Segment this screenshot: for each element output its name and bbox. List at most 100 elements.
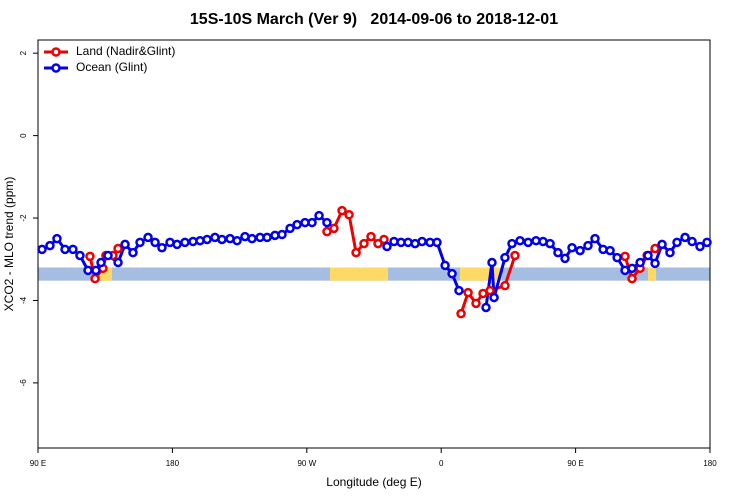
data-point	[643, 250, 653, 261]
x-tick-label: 90 E	[30, 459, 46, 468]
data-point	[150, 237, 160, 248]
x-tick-label: 180	[703, 459, 717, 468]
data-point	[481, 302, 491, 313]
data-point	[277, 229, 287, 240]
data-point	[322, 226, 332, 237]
data-point	[695, 241, 705, 252]
y-tick-label: -2	[19, 214, 28, 222]
legend-marker	[51, 47, 61, 57]
data-point	[575, 245, 585, 256]
data-point	[620, 251, 630, 262]
y-axis-label: XCO2 - MLO trend (ppm)	[2, 177, 16, 312]
data-point	[650, 243, 660, 254]
data-point	[590, 233, 600, 244]
data-point	[217, 234, 227, 245]
x-tick-label: 0	[439, 459, 444, 468]
data-point	[560, 253, 570, 264]
data-point	[627, 273, 637, 284]
data-point	[232, 235, 242, 246]
data-point	[417, 236, 427, 247]
data-point	[432, 237, 442, 248]
data-point	[322, 217, 332, 228]
data-point	[500, 280, 510, 291]
y-tick-label: -4	[19, 296, 28, 304]
data-point	[471, 298, 481, 309]
data-point	[344, 209, 354, 220]
data-point	[382, 241, 392, 252]
chart-title: 15S-10S March (Ver 9) 2014-09-06 to 2018…	[190, 11, 558, 28]
data-point	[463, 287, 473, 298]
data-point	[454, 285, 464, 296]
x-tick-label: 180	[166, 459, 180, 468]
data-point	[612, 252, 622, 263]
y-tick-label: 2	[19, 50, 28, 55]
data-point	[672, 237, 682, 248]
data-point	[83, 265, 93, 276]
data-point	[553, 247, 563, 258]
data-point	[285, 223, 295, 234]
data-point	[172, 239, 182, 250]
data-point	[247, 233, 257, 244]
legend-label: Land (Nadir&Glint)	[76, 44, 175, 58]
data-point	[135, 237, 145, 248]
data-point	[515, 235, 525, 246]
data-point	[96, 257, 106, 268]
data-point	[120, 239, 130, 250]
data-point	[583, 240, 593, 251]
data-point	[500, 252, 510, 263]
data-point	[440, 260, 450, 271]
mask-segment	[329, 267, 389, 281]
data-point	[635, 257, 645, 268]
data-point	[90, 273, 100, 284]
data-point	[75, 250, 85, 261]
data-point	[37, 244, 47, 255]
data-point	[665, 247, 675, 258]
data-point	[351, 247, 361, 258]
data-point	[103, 250, 113, 261]
data-point	[91, 265, 101, 276]
data-point	[489, 292, 499, 303]
data-point	[627, 263, 637, 274]
data-point	[143, 232, 153, 243]
data-point	[68, 244, 78, 255]
data-point	[52, 233, 62, 244]
data-point	[657, 239, 667, 250]
data-point	[85, 251, 95, 262]
data-point	[507, 238, 517, 249]
data-point	[487, 257, 497, 268]
x-axis-label: Longitude (deg E)	[326, 475, 421, 489]
data-point	[702, 237, 712, 248]
data-point	[262, 232, 272, 243]
data-point	[373, 238, 383, 249]
data-point	[485, 285, 495, 296]
legend-marker	[51, 63, 61, 73]
data-point	[447, 268, 457, 279]
legend-label: Ocean (Glint)	[76, 60, 147, 74]
data-point	[366, 231, 376, 242]
data-point	[545, 238, 555, 249]
data-point	[292, 219, 302, 230]
data-point	[307, 217, 317, 228]
data-point	[128, 247, 138, 258]
data-point	[113, 257, 123, 268]
data-point	[605, 245, 615, 256]
y-tick-label: -6	[19, 379, 28, 387]
series-line	[88, 209, 657, 315]
y-tick-label: 0	[19, 133, 28, 138]
data-point	[60, 244, 70, 255]
data-point	[680, 232, 690, 243]
data-point	[687, 236, 697, 247]
mask-segment	[648, 267, 657, 281]
data-point	[650, 258, 660, 269]
x-tick-label: 90 W	[297, 459, 316, 468]
data-point	[202, 234, 212, 245]
data-point	[329, 223, 339, 234]
data-point	[113, 243, 123, 254]
data-point	[523, 237, 533, 248]
mask-segment	[460, 267, 502, 281]
data-point	[180, 237, 190, 248]
data-point	[45, 240, 55, 251]
series-line	[41, 214, 708, 308]
data-point	[359, 238, 369, 249]
